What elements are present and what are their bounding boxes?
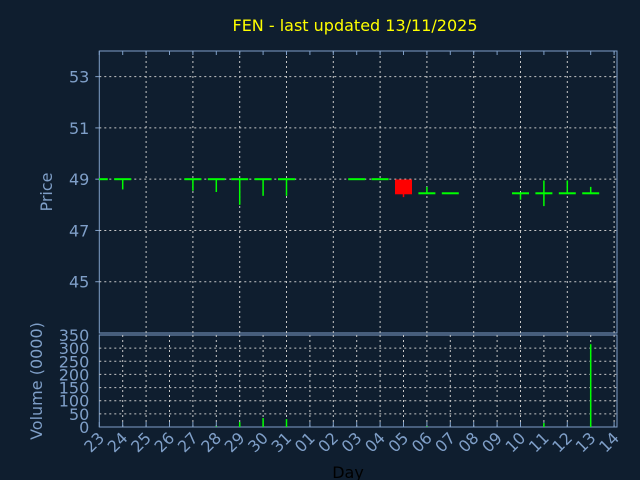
price-ytick-label: 47 xyxy=(69,221,89,240)
volume-ytick-label: 50 xyxy=(69,405,89,424)
candle-body xyxy=(231,178,249,181)
chart-title: FEN - last updated 13/11/2025 xyxy=(232,16,477,35)
price-ytick-label: 49 xyxy=(69,170,89,189)
candle-body xyxy=(348,178,366,181)
volume-ytick-label: 100 xyxy=(59,392,90,411)
volume-plot-frame xyxy=(98,334,618,428)
candle-body xyxy=(558,192,576,195)
volume-ytick-label: 350 xyxy=(59,326,90,345)
volume-axis-label: Volume (0000) xyxy=(27,322,46,440)
x-tick-label: 14 xyxy=(595,428,623,456)
volume-ytick-label: 300 xyxy=(59,339,90,358)
volume-ytick-label: 150 xyxy=(59,379,90,398)
volume-ytick-label: 0 xyxy=(79,418,89,437)
candle-body xyxy=(278,178,295,181)
volume-ytick-label: 200 xyxy=(59,365,90,384)
candle-body xyxy=(254,178,272,181)
candle-body xyxy=(441,192,459,195)
price-ytick-label: 53 xyxy=(69,68,89,87)
candle-body xyxy=(184,178,202,181)
candle-body xyxy=(418,192,436,195)
candle-body xyxy=(582,192,600,195)
candle-body xyxy=(395,179,412,195)
candle-body xyxy=(207,178,225,181)
candle-body xyxy=(371,178,389,181)
candle-body xyxy=(535,192,553,195)
price-axis-label: Price xyxy=(37,172,56,211)
price-plot-frame xyxy=(98,50,618,334)
candle-body xyxy=(114,178,132,181)
candle-body xyxy=(512,192,529,195)
price-ytick-label: 51 xyxy=(69,119,89,138)
price-ytick-label: 45 xyxy=(69,273,89,292)
x-axis-label: Day xyxy=(332,463,364,480)
candle-body xyxy=(99,178,108,181)
candles xyxy=(99,178,600,207)
volume-ytick-label: 250 xyxy=(59,352,90,371)
